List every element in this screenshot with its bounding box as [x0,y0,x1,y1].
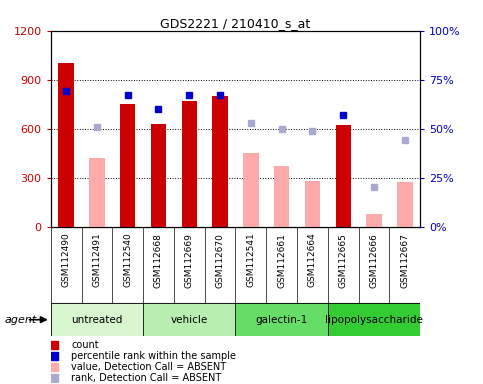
Text: value, Detection Call = ABSENT: value, Detection Call = ABSENT [71,362,226,372]
Text: GSM112667: GSM112667 [400,233,409,288]
Text: GSM112540: GSM112540 [123,233,132,288]
Text: GSM112669: GSM112669 [185,233,194,288]
Text: untreated: untreated [71,314,123,325]
Bar [120,104,135,227]
Text: rank, Detection Call = ABSENT: rank, Detection Call = ABSENT [71,373,221,383]
Bar [243,153,258,227]
Bar [366,214,382,227]
Text: lipopolysaccharide: lipopolysaccharide [325,314,423,325]
Text: GSM112670: GSM112670 [215,233,225,288]
Text: vehicle: vehicle [170,314,208,325]
Text: percentile rank within the sample: percentile rank within the sample [71,351,236,361]
Bar [397,182,412,227]
Text: GSM112491: GSM112491 [92,233,101,288]
Bar [151,124,166,227]
Bar [89,158,105,227]
Bar [236,303,328,336]
Text: galectin-1: galectin-1 [256,314,308,325]
Text: GSM112666: GSM112666 [369,233,379,288]
Text: agent: agent [5,314,37,325]
Title: GDS2221 / 210410_s_at: GDS2221 / 210410_s_at [160,17,311,30]
Text: GSM112668: GSM112668 [154,233,163,288]
Bar [274,166,289,227]
Text: GSM112490: GSM112490 [62,233,71,288]
Text: GSM112661: GSM112661 [277,233,286,288]
Bar [305,181,320,227]
Bar [182,101,197,227]
Bar [336,126,351,227]
Bar [143,303,236,336]
Bar [213,96,228,227]
Text: GSM112664: GSM112664 [308,233,317,288]
Text: count: count [71,340,99,350]
Bar [51,303,143,336]
Bar [328,303,420,336]
Bar [58,63,74,227]
Text: GSM112541: GSM112541 [246,233,256,288]
Text: GSM112665: GSM112665 [339,233,348,288]
